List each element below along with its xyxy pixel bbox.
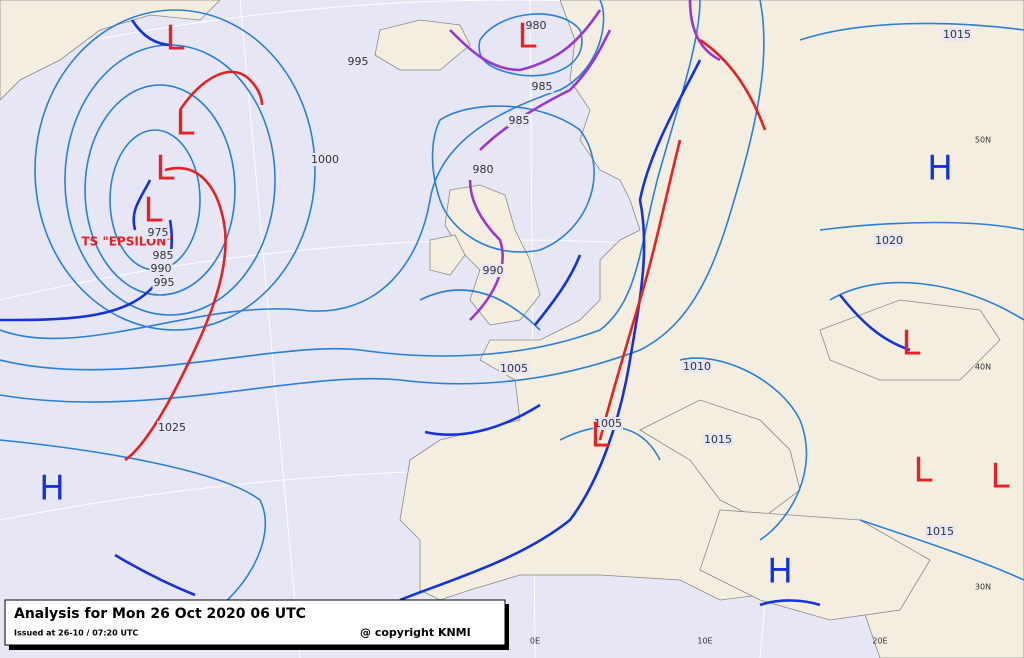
isobar-label-bg <box>471 163 495 176</box>
isobar-label-bg <box>151 249 175 262</box>
isobar-label-bg <box>593 417 623 430</box>
isobar-label: 990 <box>151 262 172 275</box>
pressure-center: L <box>591 416 610 456</box>
isobar-label-bg <box>157 421 187 434</box>
isobar-label-bg <box>310 153 340 166</box>
isobar-label-bg <box>874 234 904 247</box>
isobar-label-bg <box>524 19 548 32</box>
pressure-center: L <box>166 19 185 59</box>
isobar-label: 980 <box>473 163 494 176</box>
isobar-label: 995 <box>154 276 175 289</box>
isobar-label: 1015 <box>704 433 732 446</box>
isobar-label-bg <box>507 114 531 127</box>
isobar-label-bg <box>149 262 173 275</box>
pressure-center: L <box>144 191 163 231</box>
isobar-label: 980 <box>526 19 547 32</box>
isobar-label-bg <box>942 28 972 41</box>
caption-issued: Issued at 26-10 / 07:20 UTC <box>14 629 138 638</box>
isobar-label-bg <box>346 55 370 68</box>
isobar-label: 995 <box>348 55 369 68</box>
pressure-center: L <box>902 324 921 364</box>
isobar-label: 1015 <box>926 525 954 538</box>
graticule-label: 50N <box>975 136 991 145</box>
graticule-label: 10E <box>697 637 712 646</box>
pressure-center: L <box>518 17 537 57</box>
pressure-center: H <box>927 149 953 189</box>
isobar-label: 1020 <box>875 234 903 247</box>
caption: Analysis for Mon 26 Oct 2020 06 UTC Issu… <box>4 599 509 650</box>
caption-box <box>4 599 506 646</box>
isobar-label-bg <box>481 264 505 277</box>
isobar-label: 1005 <box>500 362 528 375</box>
isobar-label: 1000 <box>311 153 339 166</box>
isobar-label: 985 <box>153 249 174 262</box>
pressure-center: L <box>156 149 175 189</box>
isobar-label-bg <box>703 433 733 446</box>
isobar-label: 1015 <box>943 28 971 41</box>
pressure-center: L <box>991 457 1010 497</box>
isobar-label: 1005 <box>594 417 622 430</box>
pressure-center: H <box>767 552 793 592</box>
graticule-label: 20E <box>872 637 887 646</box>
isobars <box>0 0 1024 621</box>
isobar-label: 985 <box>509 114 530 127</box>
isobar-label-bg <box>152 276 176 289</box>
graticule-label: 40N <box>975 363 991 372</box>
pressure-center: H <box>39 469 65 509</box>
isobar-label: 990 <box>483 264 504 277</box>
isobar-label: 975 <box>148 226 169 239</box>
isobar-label: 1010 <box>683 360 711 373</box>
pressure-center: L <box>914 451 933 491</box>
isobar-label: 1025 <box>158 421 186 434</box>
isobar-label-bg <box>499 362 529 375</box>
pressure-center: L <box>176 104 195 144</box>
caption-copyright: @ copyright KNMI <box>360 626 471 639</box>
isobar-label-bg <box>146 226 170 239</box>
isobar-label-bg <box>925 525 955 538</box>
graticule-label: 0E <box>530 637 540 646</box>
graticule-label: 30N <box>975 583 991 592</box>
caption-title: Analysis for Mon 26 Oct 2020 06 UTC <box>14 606 306 622</box>
isobar-label-bg <box>682 360 712 373</box>
isobar-label: 985 <box>532 80 553 93</box>
isobar-label-bg <box>530 80 554 93</box>
